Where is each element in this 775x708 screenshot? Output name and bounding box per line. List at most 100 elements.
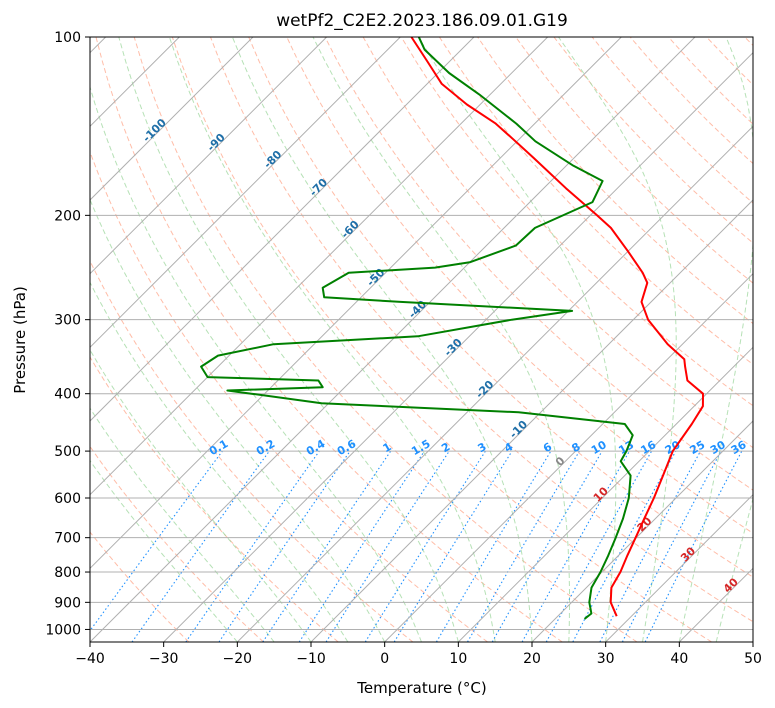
mixing-ratio-label: 6 [541,440,554,455]
x-tick-label: −40 [75,651,105,667]
dry-adiabat [171,37,712,642]
isotherm-label: -10 [507,418,530,441]
isotherm-label: -60 [339,218,362,241]
y-tick-label: 300 [54,313,81,329]
y-tick-label: 1000 [45,622,81,638]
x-tick-label: 20 [523,651,541,667]
isotherm-line [90,37,696,642]
x-tick-label: 50 [744,651,762,667]
isotherm-line [752,641,753,642]
mixing-ratio-line [185,450,320,642]
mixing-ratio-line [131,450,270,642]
y-tick-label: 600 [54,491,81,507]
mixing-ratio-line [572,450,677,642]
moist-adiabat [231,37,533,642]
x-axis-title: Temperature (°C) [356,679,486,697]
mixing-ratio-line [325,450,450,642]
mixing-ratio-label: 25 [687,438,707,457]
isotherm-line [310,199,753,642]
moist-adiabat [168,37,496,642]
mixing-ratio-label: 10 [589,438,609,457]
x-tick-label: −30 [149,651,179,667]
isotherm-line [531,420,753,642]
mixing-ratio-line [467,450,580,642]
x-tick-label: −20 [223,651,253,667]
dry-adiabat [400,37,753,407]
isotherm-line [605,493,753,642]
isotherm-line [90,37,328,275]
mixing-ratio-label: 1.5 [409,437,432,458]
y-tick-label: 700 [54,531,81,547]
dry-adiabat [133,37,638,642]
mixing-ratio-line [435,450,552,642]
mixing-ratio-label: 30 [708,438,728,457]
mixing-ratio-line [521,450,630,642]
y-tick-label: 200 [54,208,81,224]
x-tick-label: 40 [670,651,688,667]
isotherm-line [236,125,753,642]
dry-adiabat [90,150,488,642]
dry-adiabat [744,37,753,47]
mixing-ratio-label: 16 [638,438,658,457]
dry-adiabat [515,37,753,284]
mixing-ratio-label: 0.2 [254,437,277,458]
moist-adiabat [90,198,386,642]
isotherm-label: 30 [678,544,698,564]
moist-adiabat [678,37,753,642]
y-tick-label: 100 [54,30,81,46]
dry-adiabat [95,37,563,642]
isotherm-label: -20 [473,378,496,401]
mixing-ratio-label: 36 [729,438,749,457]
moist-adiabat [118,37,459,642]
moist-adiabat [90,407,275,642]
mixing-ratio-line [545,450,653,642]
mixing-ratio-line [644,450,743,642]
isotherm-label: -50 [364,266,387,289]
mixing-ratio-line [298,450,425,642]
x-tick-label: 0 [380,651,389,667]
isotherm-line [457,346,753,642]
mixing-ratio-line [393,450,513,642]
mixing-ratio-label: 8 [570,440,583,455]
isopleth-labels: -100 -90-80-70-60-50-40-30-20-10010203040… [140,116,749,596]
moist-adiabat [312,37,570,642]
background-lines [90,37,753,642]
isotherm-line [90,37,622,570]
isotherm-line [90,37,549,496]
isotherm-line [90,37,254,201]
isotherm-line [90,37,401,349]
x-tick-label: 10 [449,651,467,667]
isotherm-label: -90 [205,131,228,154]
dry-adiabat [90,356,339,642]
y-axis-title: Pressure (hPa) [11,286,29,394]
isotherm-label: -30 [442,336,465,359]
y-tick-label: 800 [54,565,81,581]
x-tick-label: −10 [296,651,326,667]
mixing-ratio-label: 4 [502,440,515,455]
mixing-ratio-line [621,450,722,642]
isotherm-label: -70 [307,176,330,199]
mixing-ratio-line [90,450,223,632]
series-layer [200,37,704,620]
moist-adiabat [417,37,617,642]
temperature-line [410,37,704,617]
moist-adiabat [90,459,238,642]
dewpoint-line [200,37,634,620]
dry-adiabat [362,37,753,449]
y-tick-label: 500 [54,444,81,460]
dry-adiabat [248,37,753,578]
dry-adiabat [438,37,753,366]
dry-adiabat [210,37,753,623]
moist-adiabat [90,281,349,642]
dry-adiabat [90,531,190,642]
x-tick-label: 30 [597,651,615,667]
mixing-ratio-line [262,450,392,642]
mixing-ratio-label: 0.6 [335,437,359,458]
isotherm-line [163,51,753,642]
y-tick-label: 900 [54,595,81,611]
isotherm-label: -40 [406,298,429,321]
isotherm-label: 40 [721,575,741,595]
plot-frame [89,36,754,643]
dry-adiabat [324,37,753,491]
